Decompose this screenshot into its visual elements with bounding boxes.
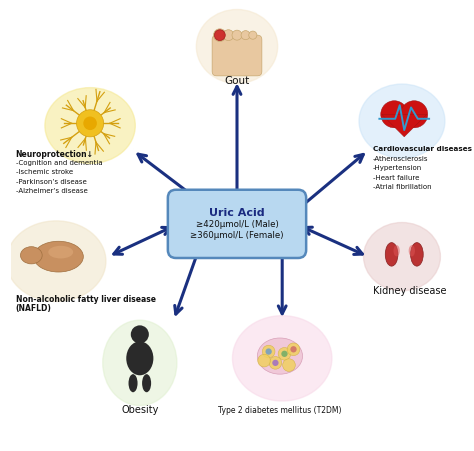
Text: Gout: Gout [224, 76, 250, 86]
FancyBboxPatch shape [212, 36, 262, 77]
Ellipse shape [20, 247, 42, 264]
Circle shape [76, 110, 104, 138]
Circle shape [265, 349, 272, 355]
Circle shape [281, 351, 288, 357]
Circle shape [223, 31, 234, 41]
Circle shape [83, 117, 97, 131]
Polygon shape [382, 115, 427, 138]
Text: -Ischemic stroke: -Ischemic stroke [16, 169, 73, 175]
Text: Obesity: Obesity [121, 404, 158, 414]
Text: -Alzheimer’s disease: -Alzheimer’s disease [16, 188, 87, 193]
Ellipse shape [409, 245, 415, 257]
Circle shape [401, 101, 428, 129]
Text: -Parkinson’s disease: -Parkinson’s disease [16, 178, 86, 184]
Text: Cardiovascular diseases (CVDs): Cardiovascular diseases (CVDs) [373, 145, 474, 151]
Ellipse shape [45, 88, 135, 164]
Text: -Hypertension: -Hypertension [373, 165, 422, 171]
Text: ≥420μmol/L (Male): ≥420μmol/L (Male) [196, 220, 278, 229]
Circle shape [249, 32, 257, 40]
Circle shape [272, 360, 279, 366]
Text: -Cognition and dementia: -Cognition and dementia [16, 159, 102, 165]
Ellipse shape [103, 321, 177, 405]
Ellipse shape [364, 223, 440, 291]
Text: Neuroprotection↓: Neuroprotection↓ [16, 150, 93, 159]
FancyBboxPatch shape [168, 190, 306, 258]
Circle shape [241, 32, 250, 41]
Ellipse shape [385, 243, 398, 267]
Ellipse shape [410, 243, 423, 267]
Text: -Atrial fibrillation: -Atrial fibrillation [373, 184, 431, 190]
Circle shape [278, 348, 291, 360]
Ellipse shape [359, 85, 445, 159]
Text: (NAFLD): (NAFLD) [16, 303, 51, 312]
Ellipse shape [196, 10, 278, 84]
Ellipse shape [393, 245, 400, 257]
Circle shape [213, 30, 226, 42]
Circle shape [258, 354, 271, 367]
Ellipse shape [257, 338, 302, 374]
Ellipse shape [126, 342, 154, 375]
Text: -Heart failure: -Heart failure [373, 175, 419, 180]
Ellipse shape [232, 316, 332, 401]
Ellipse shape [48, 246, 73, 259]
Text: Kidney disease: Kidney disease [373, 285, 446, 295]
Text: Non-alcoholic fatty liver disease: Non-alcoholic fatty liver disease [16, 294, 155, 303]
Circle shape [283, 359, 295, 372]
Circle shape [287, 343, 300, 356]
Circle shape [291, 346, 297, 353]
Ellipse shape [34, 242, 83, 272]
Ellipse shape [7, 221, 106, 302]
Circle shape [232, 31, 242, 41]
Ellipse shape [142, 374, 151, 392]
Text: Type 2 diabetes mellitus (T2DM): Type 2 diabetes mellitus (T2DM) [218, 405, 342, 414]
Text: Uric Acid: Uric Acid [209, 208, 265, 218]
Circle shape [269, 357, 282, 369]
Circle shape [381, 101, 408, 129]
Text: ≥360μmol/L (Female): ≥360μmol/L (Female) [190, 230, 284, 239]
Circle shape [131, 326, 149, 344]
Ellipse shape [128, 374, 137, 392]
Circle shape [214, 31, 225, 41]
Circle shape [262, 345, 275, 358]
Text: -Atherosclerosis: -Atherosclerosis [373, 156, 428, 161]
